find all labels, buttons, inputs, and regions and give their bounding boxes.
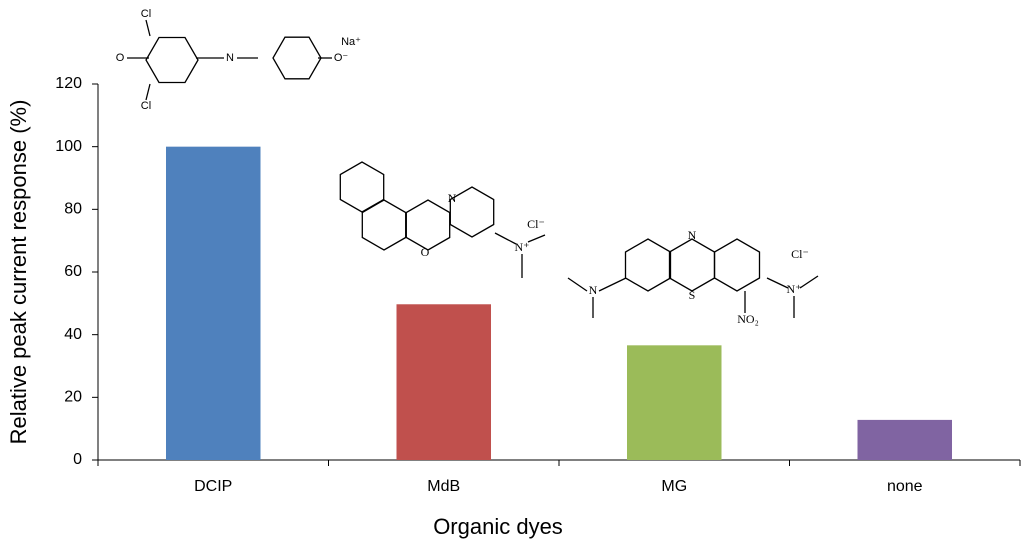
atom-label: Cl xyxy=(141,8,151,20)
atom-label: Cl⁻ xyxy=(527,217,545,231)
atom-label: N xyxy=(589,283,598,297)
y-tick-label: 100 xyxy=(55,138,82,155)
atom-label: Na⁺ xyxy=(341,36,361,48)
atom-label: N⁺ xyxy=(787,282,802,296)
atom-label: N⁺ xyxy=(515,240,530,254)
bond xyxy=(145,19,151,37)
ring xyxy=(405,199,451,251)
ring xyxy=(272,36,322,80)
atom-label: N xyxy=(226,52,234,64)
chemical-structures xyxy=(127,19,819,318)
atom-label: N xyxy=(688,228,697,242)
ring xyxy=(713,238,761,292)
y-tick-label: 40 xyxy=(64,326,82,343)
x-tick-label: none xyxy=(887,478,923,495)
bar xyxy=(626,345,722,460)
atom-label: O⁻ xyxy=(334,52,349,64)
atom-label: S xyxy=(689,288,696,302)
y-tick-label: 80 xyxy=(64,201,82,218)
bar xyxy=(396,304,492,460)
bar xyxy=(857,419,953,460)
ring xyxy=(449,186,495,238)
atom-label: NO₂ xyxy=(737,312,759,326)
y-tick-label: 20 xyxy=(64,389,82,406)
bond xyxy=(527,234,546,243)
y-tick-label: 0 xyxy=(73,451,82,468)
x-tick-label: MdB xyxy=(427,478,460,495)
bond xyxy=(567,277,588,292)
ring xyxy=(145,36,199,84)
bond xyxy=(145,83,151,101)
bond xyxy=(799,275,819,289)
bond xyxy=(766,277,789,289)
y-tick-label: 120 xyxy=(55,75,82,92)
atom-label: O xyxy=(116,52,125,64)
y-tick-label: 60 xyxy=(64,263,82,280)
atom-label: O xyxy=(421,245,430,259)
x-tick-label: DCIP xyxy=(194,478,232,495)
bar xyxy=(165,146,261,460)
atom-label: Cl xyxy=(141,100,151,112)
ring xyxy=(668,238,716,292)
y-axis-label: Relative peak current response (%) xyxy=(6,100,31,445)
x-tick-label: MG xyxy=(661,478,687,495)
atom-label: Cl⁻ xyxy=(791,247,809,261)
x-axis-label: Organic dyes xyxy=(433,514,563,539)
atom-label: N xyxy=(448,191,457,205)
ring xyxy=(339,161,385,213)
bond xyxy=(494,232,517,245)
ring xyxy=(624,238,672,292)
bond xyxy=(598,277,627,292)
